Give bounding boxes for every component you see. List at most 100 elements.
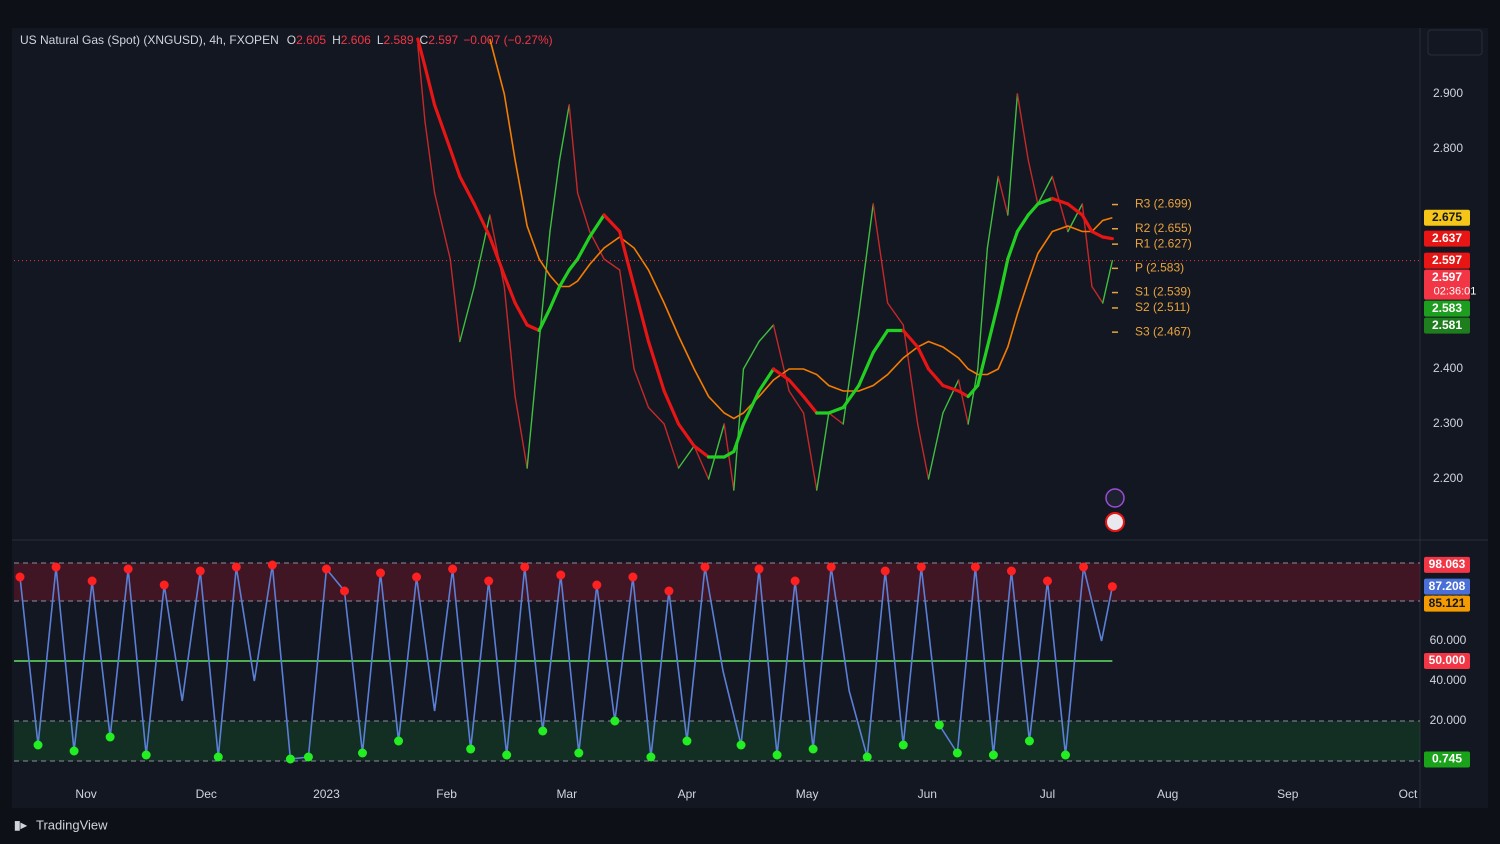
- series-segment: [1006, 229, 1020, 261]
- marker: [754, 564, 764, 574]
- marker: [646, 752, 656, 762]
- pivot-label: S1 (2.539): [1135, 285, 1191, 299]
- series-segment: [472, 202, 492, 239]
- x-tick-label: Jun: [918, 787, 937, 801]
- series-segment: [549, 159, 561, 233]
- series-segment: [502, 273, 517, 305]
- series-segment: [503, 285, 516, 398]
- series-segment: [488, 235, 506, 278]
- marker: [538, 726, 548, 736]
- series-segment: [432, 103, 452, 151]
- series-segment: [707, 423, 725, 480]
- flag-icon[interactable]: [1105, 512, 1125, 532]
- series-segment: [537, 306, 552, 333]
- last-value-box: [1424, 230, 1470, 247]
- series-segment: [548, 284, 562, 311]
- series-segment: [802, 412, 818, 491]
- marker: [376, 568, 386, 578]
- last-value-label: 85.121: [1429, 596, 1466, 610]
- series-segment: [459, 285, 475, 343]
- marker: [213, 752, 223, 762]
- series-segment: [676, 422, 696, 448]
- series-segment: [489, 214, 505, 288]
- marker: [51, 562, 61, 572]
- last-value-box: [1424, 317, 1470, 334]
- header: US Natural Gas (Spot) (XNGUSD), 4h, FXOP…: [20, 33, 553, 47]
- series-segment: [1091, 285, 1104, 304]
- marker: [123, 564, 133, 574]
- series-segment: [513, 301, 529, 327]
- last-value-box: [1424, 578, 1470, 595]
- marker: [826, 562, 836, 572]
- series-segment: [1026, 202, 1040, 217]
- series-segment: [1066, 202, 1084, 217]
- series-segment: [956, 389, 970, 399]
- series-segment: [872, 203, 889, 304]
- series-segment: [828, 412, 844, 425]
- last-value-box: [1424, 269, 1470, 300]
- series-segment: [1015, 213, 1030, 234]
- series-segment: [448, 147, 462, 179]
- series-segment: [424, 120, 436, 194]
- marker: [285, 754, 295, 764]
- marker: [934, 720, 944, 730]
- marker: [87, 576, 97, 586]
- series-segment: [758, 324, 775, 343]
- marker: [502, 750, 512, 760]
- series-segment: [417, 43, 426, 123]
- series-segment: [618, 269, 635, 370]
- toolbar-box[interactable]: [1427, 29, 1483, 56]
- marker: [952, 748, 962, 758]
- marker: [664, 586, 674, 596]
- pivot-label: R3 (2.699): [1135, 197, 1192, 211]
- series-segment: [1051, 175, 1069, 233]
- series-segment: [525, 323, 541, 333]
- series-segment: [576, 192, 591, 233]
- series-segment: [588, 213, 606, 239]
- x-tick-label: Apr: [678, 787, 697, 801]
- marker: [357, 748, 367, 758]
- series-segment: [473, 214, 491, 288]
- x-tick-label: May: [796, 787, 819, 801]
- marker: [970, 562, 980, 572]
- series-segment: [663, 423, 680, 469]
- marker: [141, 750, 151, 760]
- marker: [736, 740, 746, 750]
- x-tick-label: Mar: [556, 787, 577, 801]
- series-segment: [557, 268, 571, 289]
- series-segment: [1016, 93, 1029, 161]
- ohlc-label: H: [332, 33, 341, 47]
- series-segment: [886, 302, 904, 326]
- series-segment: [967, 368, 979, 425]
- series-segment: [788, 390, 805, 414]
- x-tick-label: 2023: [313, 787, 340, 801]
- marker: [790, 576, 800, 586]
- marker: [484, 576, 494, 586]
- series-line: [489, 38, 1113, 420]
- x-tick-label: Aug: [1157, 787, 1178, 801]
- series-segment: [416, 37, 427, 69]
- marker: [592, 580, 602, 590]
- series-segment: [977, 247, 989, 370]
- series-segment: [966, 383, 980, 399]
- marker: [33, 740, 43, 750]
- marker: [682, 736, 692, 746]
- last-value-label: 2.581: [1432, 318, 1462, 332]
- series-segment: [433, 192, 451, 260]
- pivot-label: R2 (2.655): [1135, 221, 1192, 235]
- marker: [1042, 576, 1052, 586]
- marker: [159, 580, 169, 590]
- series-segment: [1027, 159, 1039, 205]
- series-segment: [423, 64, 437, 107]
- series-segment: [1007, 93, 1019, 216]
- last-value-label: 0.745: [1432, 752, 1462, 766]
- x-tick-label: Dec: [196, 787, 217, 801]
- event-icon[interactable]: [1105, 488, 1125, 508]
- series-segment: [787, 378, 806, 399]
- series-segment: [857, 350, 875, 388]
- last-value-label: 98.063: [1429, 557, 1466, 571]
- series-segment: [633, 368, 650, 409]
- series-segment: [986, 175, 999, 249]
- last-value-box: [1424, 595, 1470, 612]
